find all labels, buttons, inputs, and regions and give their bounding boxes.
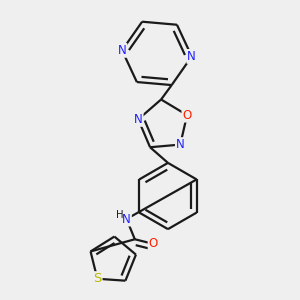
Text: O: O xyxy=(182,109,192,122)
Text: N: N xyxy=(134,113,142,126)
Text: S: S xyxy=(93,272,101,285)
Text: N: N xyxy=(118,44,126,57)
Text: N: N xyxy=(188,50,196,63)
Text: N: N xyxy=(122,212,131,226)
Text: O: O xyxy=(148,237,158,250)
Text: N: N xyxy=(176,138,184,151)
Text: H: H xyxy=(116,210,124,220)
